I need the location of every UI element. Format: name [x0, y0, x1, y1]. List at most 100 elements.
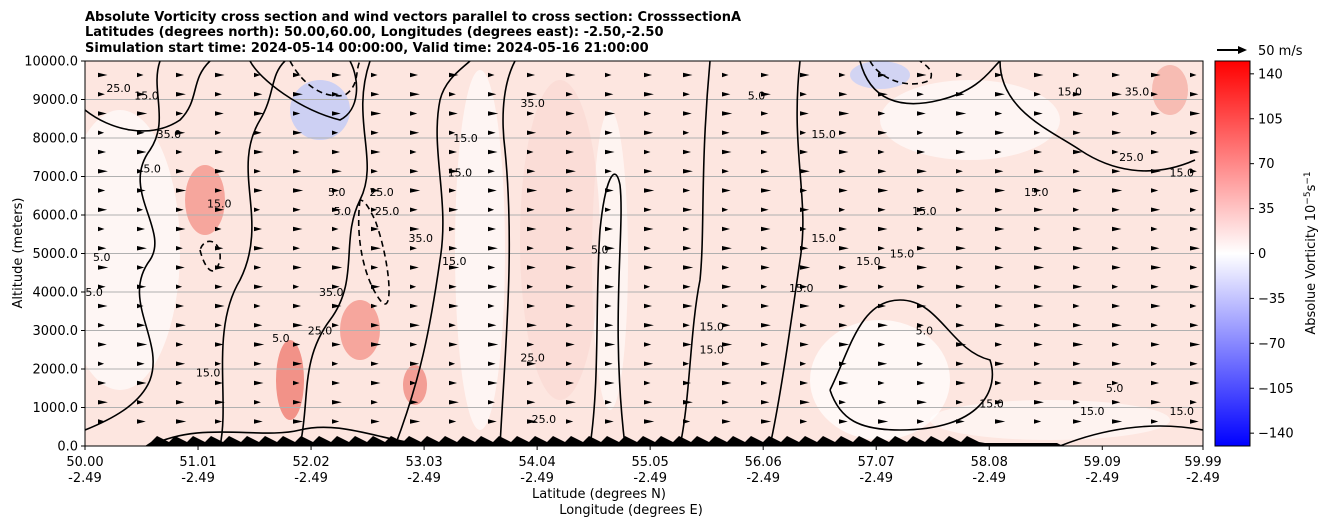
wind-vector	[215, 400, 225, 405]
wind-vector	[917, 323, 924, 328]
wind-vector	[293, 169, 302, 174]
wind-vector	[137, 72, 144, 78]
contour-label: 25.0	[1119, 151, 1144, 164]
wind-vector	[605, 323, 614, 328]
wind-vector	[1034, 188, 1042, 193]
wind-vector	[956, 419, 965, 424]
wind-vector	[176, 149, 183, 155]
wind-vector	[137, 400, 144, 405]
wind-vector	[215, 130, 222, 135]
wind-vector	[176, 380, 183, 386]
wind-vector	[332, 323, 339, 328]
wind-vector	[722, 111, 733, 116]
quiver-key: 50 m/s	[1217, 44, 1303, 59]
wind-vector	[488, 169, 495, 174]
wind-vector	[1034, 342, 1043, 347]
wind-vector	[410, 380, 417, 386]
wind-vector	[956, 149, 966, 155]
wind-vector	[137, 419, 146, 424]
colorbar-tick-label: 105	[1258, 112, 1283, 127]
contour-label: 25.0	[369, 186, 394, 199]
wind-vector	[761, 207, 769, 212]
wind-vector	[1112, 342, 1120, 347]
wind-vector	[1034, 323, 1041, 328]
x-tick-label-longitude: -2.49	[633, 471, 667, 486]
terrain	[85, 436, 1203, 446]
wind-vector	[878, 419, 889, 424]
wind-vector	[683, 265, 694, 270]
wind-vector	[1073, 419, 1082, 424]
wind-vector	[839, 380, 849, 386]
wind-vector	[410, 342, 418, 347]
wind-vector	[293, 361, 303, 366]
wind-vector	[215, 246, 224, 251]
wind-vector	[956, 169, 963, 174]
y-tick-label: 1000.0	[33, 401, 79, 416]
wind-vector	[137, 361, 145, 366]
x-axis-label-longitude: Longitude (degrees E)	[559, 503, 703, 518]
wind-vector	[995, 130, 1005, 135]
wind-vector	[449, 361, 456, 366]
plot-area: 5.015.025.015.035.05.015.05.0 25.025.05.0…	[84, 60, 1204, 447]
wind-vector	[566, 380, 574, 386]
wind-vector	[215, 226, 222, 232]
wind-vector	[761, 284, 768, 289]
wind-vector	[371, 361, 379, 366]
wind-vector	[644, 169, 653, 174]
x-tick-label-latitude: 51.01	[179, 455, 216, 470]
wind-vector	[410, 284, 417, 289]
wind-vector	[293, 207, 301, 212]
chart-title-line-2: Latitudes (degrees north): 50.00,60.00, …	[85, 25, 664, 40]
wind-vector	[449, 400, 459, 405]
wind-vector	[215, 188, 223, 193]
wind-vector	[410, 149, 417, 155]
wind-vector	[254, 111, 265, 116]
wind-vector	[215, 72, 225, 78]
wind-vector	[137, 92, 146, 97]
wind-vector	[449, 111, 458, 116]
wind-vector	[683, 361, 690, 366]
wind-vector	[995, 207, 1003, 212]
wind-vector	[956, 400, 963, 405]
wind-vector	[137, 130, 145, 135]
wind-vector	[839, 419, 848, 424]
contour-label: 35.0	[520, 97, 545, 110]
wind-vector	[332, 284, 340, 289]
wind-vector	[917, 284, 925, 289]
wind-vector	[332, 130, 339, 135]
wind-vector	[98, 380, 106, 386]
wind-vector	[644, 188, 655, 193]
wind-vector	[800, 130, 807, 135]
contour-label: 15.0	[134, 90, 159, 103]
wind-vector	[293, 188, 304, 193]
wind-vector	[488, 265, 496, 270]
wind-vector	[488, 303, 495, 309]
wind-vector	[1112, 400, 1121, 405]
wind-vector	[527, 169, 536, 174]
wind-vector	[98, 246, 107, 251]
wind-vector	[371, 207, 378, 212]
wind-vector	[917, 380, 925, 386]
wind-vector	[995, 323, 1005, 328]
wind-vector	[605, 111, 616, 116]
wind-vector	[488, 361, 496, 366]
x-tick-label-latitude: 58.08	[971, 455, 1008, 470]
contour-label: 5.0	[272, 332, 290, 345]
wind-vector	[917, 130, 924, 135]
x-tick-label-longitude: -2.49	[407, 471, 441, 486]
wind-vector	[293, 419, 304, 424]
contour-line	[149, 426, 431, 446]
wind-vector	[605, 284, 615, 289]
wind-vector	[722, 265, 730, 270]
wind-vector	[917, 246, 926, 251]
wind-vector	[995, 92, 1005, 97]
wind-vector	[293, 130, 303, 135]
wind-vector	[254, 284, 264, 289]
wind-vector	[1151, 284, 1159, 289]
wind-vector	[137, 380, 147, 386]
wind-vector	[215, 169, 225, 174]
wind-vector	[1073, 188, 1082, 193]
wind-vector	[878, 130, 888, 135]
wind-vector	[566, 130, 573, 135]
wind-vector	[956, 72, 963, 78]
